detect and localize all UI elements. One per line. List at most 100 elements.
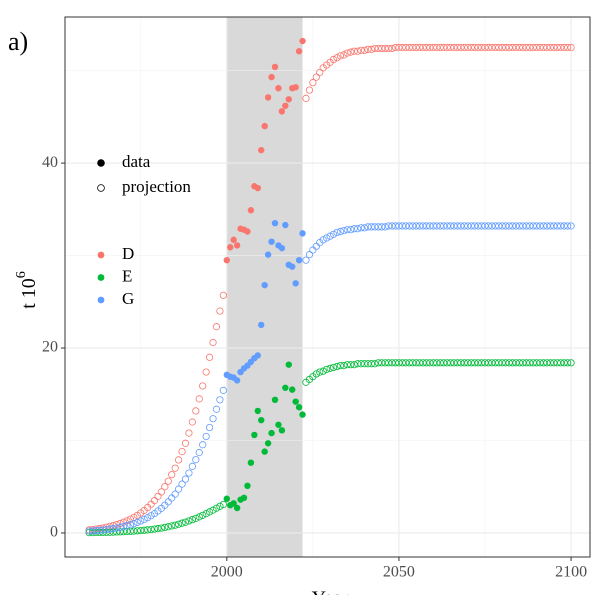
projection-point [357, 360, 365, 368]
projection-point [312, 370, 320, 378]
projection-point [553, 43, 561, 52]
projection-point [137, 517, 145, 525]
legend-label: G [122, 289, 134, 308]
projection-point [216, 502, 224, 510]
projection-point [443, 43, 451, 52]
projection-point [336, 227, 345, 236]
projection-point [398, 359, 406, 367]
projection-point [526, 43, 534, 52]
projection-point [343, 361, 351, 369]
projection-point [550, 359, 558, 367]
projection-point [471, 359, 479, 367]
projection-point [140, 515, 148, 524]
data-point [289, 263, 296, 270]
projection-point [557, 43, 565, 52]
data-point [227, 244, 234, 251]
projection-point [388, 44, 396, 53]
projection-point [378, 359, 386, 367]
projection-point [419, 359, 427, 367]
projection-point [371, 360, 379, 368]
projection-point [126, 515, 135, 523]
projection-point [185, 469, 193, 477]
projection-point [302, 256, 310, 264]
projection-point [391, 359, 400, 367]
projection-point [460, 222, 468, 230]
projection-point [467, 43, 475, 52]
projection-point [323, 234, 331, 242]
projection-point [205, 508, 214, 516]
projection-point [488, 222, 496, 230]
projection-point [415, 43, 424, 52]
data-point [292, 84, 299, 91]
projection-point [539, 43, 548, 52]
projection-point [395, 222, 403, 230]
projection-point [219, 500, 227, 509]
projection-point [364, 223, 372, 231]
data-point [251, 431, 258, 439]
data-point [247, 459, 255, 466]
projection-point [560, 359, 568, 367]
projection-point [126, 521, 135, 529]
data-point [268, 73, 275, 81]
projection-point [137, 526, 145, 535]
projection-point [181, 439, 190, 447]
projection-point [409, 359, 417, 367]
projection-point [123, 522, 131, 530]
projection-point [374, 359, 382, 367]
projection-point [309, 79, 317, 87]
projection-point [467, 222, 475, 230]
data-point [264, 251, 272, 258]
projection-point [140, 526, 148, 534]
projection-point [119, 528, 128, 536]
projection-point [484, 222, 493, 230]
data-point [258, 416, 265, 424]
projection-point [354, 225, 362, 233]
data-point [258, 146, 265, 154]
projection-point [195, 448, 203, 457]
projection-point [536, 222, 544, 230]
projection-point [495, 359, 503, 367]
projection-point [95, 526, 104, 534]
projection-point [367, 45, 375, 53]
projection-point [443, 359, 451, 367]
projection-point [522, 222, 530, 230]
data-point [295, 404, 303, 411]
projection-point [188, 516, 196, 524]
projection-point [429, 43, 437, 52]
projection-point [333, 228, 341, 237]
projection-point [395, 359, 403, 367]
projection-point [560, 222, 568, 230]
data-point [254, 352, 261, 359]
projection-point [484, 43, 493, 52]
data-point [261, 281, 268, 289]
projection-point [543, 359, 551, 367]
legend-symbol [97, 274, 105, 281]
data-point [282, 221, 289, 229]
projection-point [199, 382, 207, 390]
legend-label: projection [122, 177, 191, 196]
projection-point [88, 527, 97, 535]
projection-point [171, 490, 179, 498]
projection-point [515, 359, 524, 367]
projection-point [305, 251, 314, 259]
projection-point [360, 46, 369, 54]
data-point [271, 63, 279, 71]
projection-point [526, 222, 534, 230]
projection-point [484, 359, 493, 367]
projection-point [205, 423, 214, 432]
projection-point [219, 386, 227, 394]
projection-point [433, 43, 441, 52]
projection-point [519, 359, 527, 367]
projection-point [436, 43, 444, 52]
projection-point [460, 359, 468, 367]
projection-point [367, 360, 375, 368]
projection-point [467, 359, 475, 367]
projection-point [350, 225, 358, 233]
data-point [289, 386, 296, 393]
data-point [264, 94, 272, 101]
projection-point [450, 43, 458, 52]
projection-point [181, 518, 190, 526]
projection-point [395, 43, 403, 52]
projection-point [354, 360, 362, 368]
